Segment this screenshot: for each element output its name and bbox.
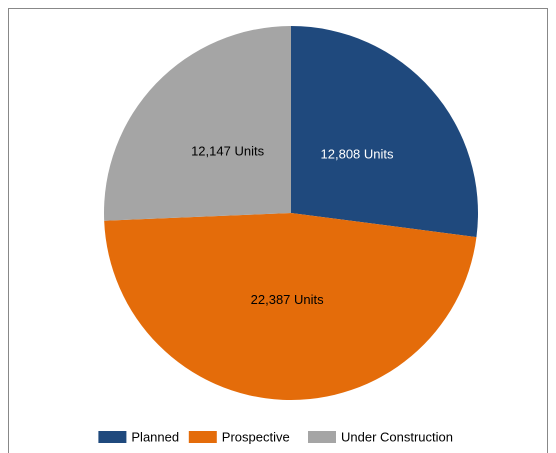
legend-swatch [188,431,217,443]
pie-slice [104,213,477,400]
data-label: 12,147 Units [191,144,264,159]
legend-label: Under Construction [341,429,453,444]
legend-label: Prospective [222,429,290,444]
legend-swatch [98,431,127,443]
data-label: 22,387 Units [251,292,324,307]
pie-slice [291,26,478,238]
legend-label: Planned [131,429,179,444]
data-label: 12,808 Units [321,146,394,161]
legend-swatch [308,431,336,443]
pie-slice [104,26,291,221]
